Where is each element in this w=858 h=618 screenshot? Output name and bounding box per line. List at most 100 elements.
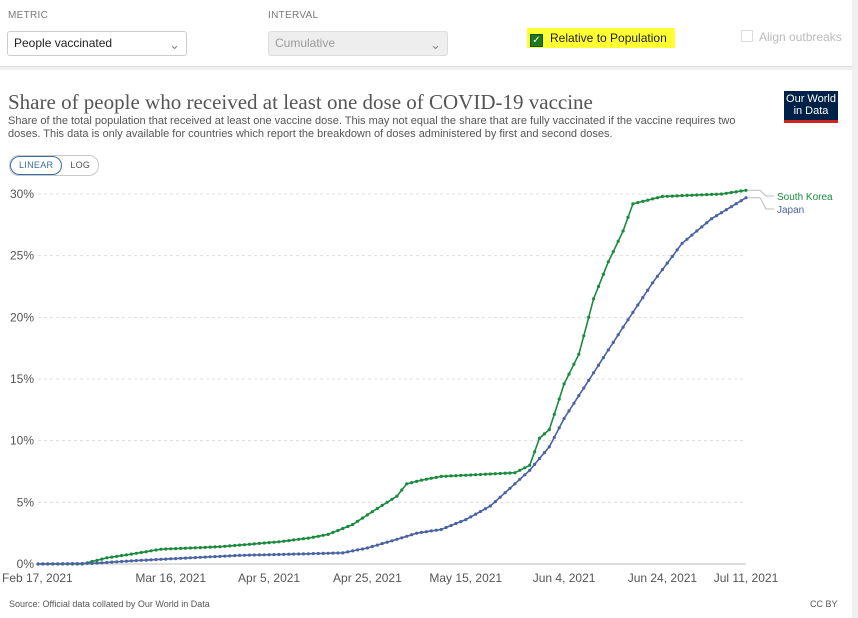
data-point (370, 544, 374, 549)
data-point (567, 409, 571, 413)
data-point (390, 539, 394, 543)
data-point (380, 503, 384, 507)
data-point (346, 550, 350, 554)
data-point (552, 412, 556, 416)
relative-to-population-label: Relative to Population (550, 31, 667, 45)
data-point (115, 560, 119, 564)
data-point (454, 521, 458, 526)
data-point (478, 509, 483, 514)
data-point (587, 315, 591, 319)
data-point (139, 558, 143, 562)
data-point (533, 450, 537, 454)
data-point (513, 482, 517, 486)
data-point (252, 553, 256, 557)
data-point (488, 472, 492, 476)
data-point (415, 531, 419, 535)
data-point (80, 561, 84, 566)
log-scale-button[interactable]: LOG (70, 160, 91, 170)
data-point (410, 533, 414, 537)
data-point (262, 553, 266, 557)
data-point (616, 239, 620, 243)
data-point (562, 416, 566, 421)
data-point (636, 303, 640, 307)
data-point (287, 539, 291, 543)
data-point (636, 201, 640, 205)
data-point (272, 540, 276, 544)
data-point (188, 556, 192, 560)
data-point (228, 554, 232, 558)
data-point (46, 562, 50, 566)
data-point (557, 426, 561, 430)
data-point (169, 557, 173, 561)
data-point (385, 540, 389, 544)
license-link[interactable]: CC BY (810, 599, 838, 609)
data-point (316, 534, 320, 538)
data-point (198, 555, 202, 559)
data-point (129, 552, 133, 556)
data-point (400, 488, 404, 492)
data-point (110, 555, 114, 559)
metric-select-value: People vaccinated (14, 36, 113, 50)
series-label: Japan (777, 205, 804, 216)
data-point (547, 428, 551, 432)
series-label-connector (748, 189, 774, 197)
data-point (567, 372, 571, 376)
data-point (498, 495, 502, 499)
data-point (169, 547, 173, 551)
data-point (321, 533, 325, 537)
data-point (474, 512, 478, 516)
data-point (424, 477, 428, 481)
checkbox-unchecked-icon[interactable] (741, 30, 753, 42)
data-point (719, 211, 724, 215)
data-point (670, 254, 674, 259)
data-point (183, 546, 188, 550)
data-point (311, 552, 315, 556)
data-point (65, 562, 70, 566)
data-point (238, 543, 242, 547)
data-point (513, 471, 517, 475)
scale-toggle: LINEAR LOG (9, 155, 100, 176)
y-tick-label: 15% (10, 372, 34, 386)
data-point (464, 473, 468, 477)
data-point (85, 561, 89, 565)
data-point (321, 551, 325, 555)
data-point (41, 562, 45, 566)
data-point (282, 552, 286, 556)
interval-select-value: Cumulative (275, 36, 336, 50)
checkbox-checked-icon[interactable]: ✓ (530, 34, 543, 47)
owid-logo[interactable]: Our World in Data (784, 91, 838, 123)
relative-to-population-toggle[interactable]: ✓ Relative to Population (527, 28, 675, 48)
data-point (424, 530, 428, 534)
data-point (572, 362, 576, 366)
linear-scale-button[interactable]: LINEAR (10, 156, 63, 175)
data-point (675, 194, 679, 198)
data-point (611, 250, 615, 254)
data-point (734, 190, 738, 194)
source-note: Source: Official data collated by Our Wo… (9, 599, 210, 609)
data-point (262, 541, 266, 545)
data-point (685, 237, 689, 241)
data-point (124, 559, 129, 563)
align-outbreaks-toggle[interactable]: Align outbreaks (741, 30, 842, 44)
data-point (739, 199, 743, 203)
data-point (134, 551, 138, 555)
data-point (395, 537, 399, 541)
data-point (454, 474, 458, 478)
data-point (179, 546, 183, 550)
data-point (577, 394, 581, 398)
data-point (242, 543, 247, 547)
data-point (306, 536, 310, 540)
data-point (744, 188, 748, 192)
data-point (129, 559, 133, 563)
data-point (469, 515, 473, 519)
data-point (208, 555, 212, 559)
metric-select[interactable]: People vaccinated ⌄ (7, 31, 187, 56)
data-point (572, 401, 576, 405)
data-point (680, 241, 684, 245)
x-tick-label: Jul 11, 2021 (714, 571, 779, 585)
interval-select[interactable]: Cumulative ⌄ (268, 31, 448, 56)
data-point (336, 551, 340, 555)
data-point (641, 199, 645, 203)
data-point (626, 215, 630, 219)
data-point (365, 546, 369, 550)
